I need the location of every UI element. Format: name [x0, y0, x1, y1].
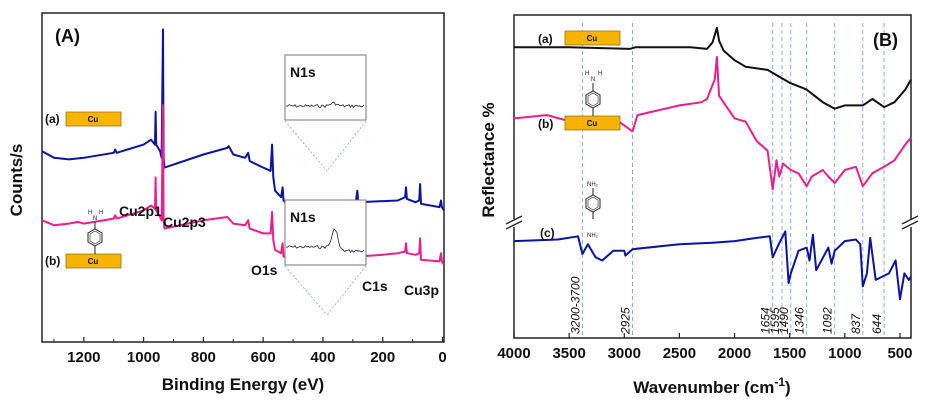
phenylenediamine-molecule-icon: NH₂ NH₂ — [585, 182, 601, 239]
cu-label-b: Cu — [88, 257, 99, 266]
inset-n1s-a: N1s — [284, 54, 367, 172]
inset-trace-b — [285, 228, 365, 254]
x-axis-label-b: Wavenumber (cm-1) — [633, 375, 790, 397]
series-line-b — [41, 104, 445, 266]
x-tick-label: 800 — [191, 349, 216, 366]
series-line-a — [514, 26, 912, 110]
band-label: 1595 — [768, 307, 782, 334]
x-ticks-b: 4000 3500 3000 2500 2000 1500 1000 500 — [497, 333, 912, 362]
series-label-b-c: (c) — [540, 226, 555, 240]
cu-substrate-b-a — [564, 30, 621, 46]
series-b — [513, 26, 912, 301]
series-line-c — [513, 230, 912, 301]
series-label-a-b: (b) — [45, 254, 60, 268]
aniline-molecule-icon-b: N H H — [585, 71, 602, 116]
svg-text:H: H — [585, 71, 589, 77]
cu-label-b-a: Cu — [587, 34, 598, 43]
svg-text:NH₂: NH₂ — [587, 233, 599, 239]
inset-n1s-b: N1s — [284, 199, 367, 316]
x-tick-label: 4000 — [497, 345, 530, 362]
annotation-cu3p: Cu3p — [404, 282, 439, 298]
x-tick-label: 200 — [370, 349, 395, 366]
aniline-molecule-icon: N H H — [87, 210, 103, 254]
inset-trace-a — [285, 101, 365, 109]
panel-label-a: (A) — [55, 26, 80, 46]
band-label: 837 — [849, 313, 863, 334]
cu-substrate-a — [65, 111, 122, 127]
y-axis-label-a: Counts/s — [7, 144, 26, 217]
x-tick-label: 2500 — [663, 345, 696, 362]
x-tick-label: 1500 — [773, 345, 806, 362]
cu-label-b-b: Cu — [587, 119, 598, 128]
series-line-a — [41, 28, 445, 211]
svg-text:H: H — [99, 210, 103, 216]
svg-text:N: N — [93, 216, 97, 222]
annotation-cu2p1: Cu2p1 — [119, 203, 162, 219]
band-label: 1490 — [777, 307, 791, 334]
x-tick-label: 600 — [251, 349, 276, 366]
series-label-b-a: (a) — [538, 32, 553, 46]
band-label: 1654 — [759, 307, 773, 334]
band-label: 1346 — [793, 307, 807, 334]
plot-frame-a — [41, 12, 445, 343]
annotation-c1s: C1s — [362, 278, 388, 294]
band-label: 3200-3700 — [568, 276, 582, 334]
band-label: 2925 — [619, 307, 633, 335]
panel-a-xps-chart: (A) 1200 1000 800 600 400 200 0 Binding Energy… — [7, 12, 447, 394]
inset-title-a: N1s — [290, 64, 316, 80]
x-tick-label: 3500 — [552, 345, 585, 362]
series-a — [41, 28, 445, 266]
x-tick-label: 1200 — [67, 349, 100, 366]
plot-frame-b — [513, 14, 912, 339]
x-tick-label: 1000 — [127, 349, 160, 366]
annotation-o1s: O1s — [251, 262, 278, 278]
x-tick-label: 1000 — [828, 345, 861, 362]
x-axis-label-a: Binding Energy (eV) — [162, 375, 324, 394]
axis-break-icon — [505, 215, 921, 230]
series-label-b-b: (b) — [538, 117, 553, 131]
svg-text:H: H — [598, 71, 602, 77]
x-tick-label: 3000 — [608, 345, 641, 362]
svg-text:N: N — [591, 77, 595, 83]
panel-label-b: (B) — [873, 30, 898, 50]
svg-text:NH₂: NH₂ — [587, 182, 599, 188]
y-axis-label-b: Reflectance % — [479, 102, 498, 217]
band-label: 1092 — [821, 307, 835, 334]
x-tick-label: 0 — [438, 349, 446, 366]
x-tick-label: 2000 — [718, 345, 751, 362]
band-label: 644 — [870, 314, 884, 334]
cu-label-a: Cu — [88, 115, 99, 124]
x-ticks-a: 1200 1000 800 600 400 200 0 — [53, 337, 447, 366]
x-tick-label: 400 — [310, 349, 335, 366]
series-label-a-a: (a) — [45, 112, 60, 126]
cu-substrate-b — [65, 253, 122, 269]
svg-text:H: H — [88, 210, 92, 216]
series-line-b — [513, 56, 912, 191]
inset-title-b: N1s — [290, 209, 316, 225]
annotation-cu2p3: Cu2p3 — [163, 214, 206, 230]
x-tick-label: 500 — [887, 345, 912, 362]
